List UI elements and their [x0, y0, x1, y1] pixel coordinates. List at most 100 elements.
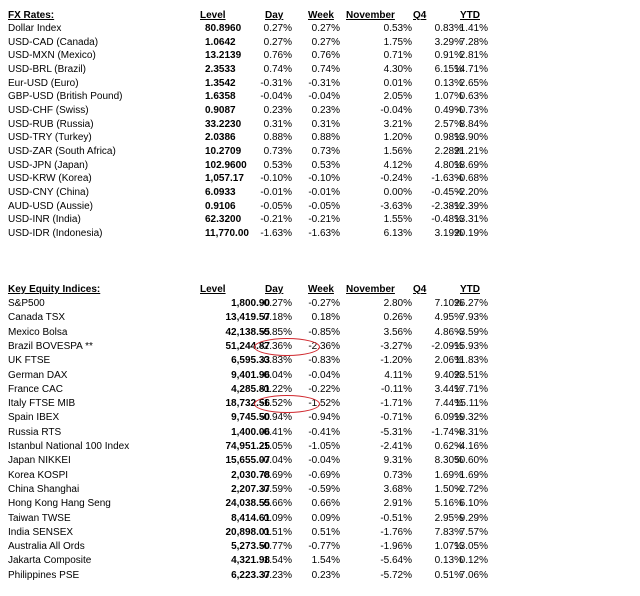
row-label: Mexico Bolsa	[8, 326, 68, 338]
percent-cell: -0.59%	[308, 483, 340, 495]
percent-cell: 0.18%	[263, 312, 292, 324]
percent-cell: 26.27%	[454, 298, 488, 309]
row-label: Philippines PSE	[8, 569, 80, 581]
column-header: YTD	[460, 284, 480, 295]
percent-cell: 0.66%	[263, 498, 292, 510]
percent-cell: 13.05%	[454, 541, 488, 553]
percent-cell: -1.05%	[260, 441, 292, 452]
level-cell: 4,321.98	[231, 555, 270, 567]
percent-cell: -0.77%	[260, 541, 292, 553]
percent-cell: -0.10%	[260, 173, 292, 185]
column-header: Level	[200, 10, 226, 21]
percent-cell: -2.36%	[308, 340, 340, 352]
column-header: Day	[265, 10, 284, 21]
percent-cell: -2.41%	[380, 441, 412, 452]
percent-cell: 0.12%	[459, 555, 488, 567]
percent-cell: 7.57%	[459, 526, 488, 538]
percent-cell: -1.63%	[431, 173, 463, 185]
percent-cell: -0.27%	[308, 298, 340, 309]
row-label: S&P500	[8, 298, 45, 309]
percent-cell: -0.01%	[260, 187, 292, 199]
percent-cell: 0.26%	[383, 312, 412, 324]
level-cell: 102.9600	[205, 159, 247, 171]
percent-cell: 3.19%	[434, 228, 463, 240]
percent-cell: 13.31%	[454, 214, 488, 226]
level-cell: 62.3200	[205, 214, 242, 226]
level-cell: 4,285.81	[231, 383, 270, 395]
percent-cell: 0.23%	[263, 105, 292, 117]
percent-cell: 9.31%	[383, 455, 412, 467]
row-label: USD-CHF (Swiss)	[8, 105, 89, 117]
percent-cell: 6.15%	[434, 64, 463, 75]
percent-cell: -5.72%	[380, 569, 412, 581]
percent-cell: 0.27%	[311, 23, 340, 34]
percent-cell: 0.73%	[263, 146, 292, 158]
percent-cell: -0.11%	[381, 383, 412, 395]
percent-cell: -3.59%	[456, 326, 488, 338]
percent-cell: 50.60%	[454, 455, 488, 467]
column-header: November	[346, 284, 395, 295]
percent-cell: -0.04%	[260, 455, 292, 467]
percent-cell: 3.44%	[434, 383, 463, 395]
percent-cell: 0.27%	[263, 36, 292, 48]
percent-cell: -3.63%	[380, 200, 412, 212]
level-cell: 15,655.07	[225, 455, 271, 467]
percent-cell: 0.09%	[263, 512, 292, 524]
percent-cell: -0.05%	[308, 200, 340, 212]
level-cell: 74,951.25	[225, 441, 271, 452]
percent-cell: -0.04%	[260, 91, 292, 103]
percent-cell: 0.51%	[263, 526, 292, 538]
row-label: Canada TSX	[8, 312, 66, 324]
percent-cell: 3.29%	[434, 36, 463, 48]
level-cell: 8,414.61	[231, 512, 270, 524]
percent-cell: 7.10%	[434, 298, 463, 309]
percent-cell: -0.22%	[308, 383, 340, 395]
percent-cell: 0.09%	[311, 512, 340, 524]
percent-cell: 1.20%	[383, 132, 412, 144]
percent-cell: 4.86%	[434, 326, 463, 338]
percent-cell: 4.95%	[434, 312, 463, 324]
percent-cell: 0.51%	[311, 526, 340, 538]
row-label: GBP-USD (British Pound)	[8, 91, 123, 103]
level-cell: 1.3542	[205, 77, 236, 89]
row-label: Australia All Ords	[8, 541, 85, 553]
percent-cell: 6.13%	[383, 228, 412, 240]
level-cell: 13,419.57	[225, 312, 271, 324]
level-cell: 6.0933	[205, 187, 236, 199]
percent-cell: -0.31%	[260, 77, 292, 89]
level-cell: 20,898.01	[225, 526, 271, 538]
percent-cell: -0.04%	[308, 369, 340, 381]
percent-cell: -1.71%	[380, 398, 412, 410]
row-label: German DAX	[8, 369, 68, 381]
percent-cell: 0.18%	[311, 312, 340, 324]
row-label: France CAC	[8, 383, 64, 395]
percent-cell: -0.68%	[456, 173, 488, 185]
percent-cell: 0.53%	[311, 159, 340, 171]
percent-cell: 1.55%	[383, 214, 412, 226]
column-header: Week	[308, 10, 334, 21]
percent-cell: -0.24%	[380, 173, 412, 185]
percent-cell: 0.27%	[263, 23, 292, 34]
row-label: USD-JPN (Japan)	[8, 159, 89, 171]
row-label: Dollar Index	[8, 23, 62, 34]
percent-cell: -8.31%	[456, 426, 488, 438]
percent-cell: 4.80%	[434, 159, 463, 171]
percent-cell: 0.27%	[311, 36, 340, 48]
level-cell: 2.0386	[205, 132, 236, 144]
level-cell: 13.2139	[205, 50, 242, 62]
row-label: India SENSEX	[8, 526, 74, 538]
percent-cell: 4.11%	[384, 369, 412, 381]
level-cell: 10.2709	[205, 146, 242, 158]
level-cell: 24,038.55	[225, 498, 271, 510]
percent-cell: 7.93%	[459, 312, 488, 324]
row-label: USD-MXN (Mexico)	[8, 50, 96, 62]
row-label: Korea KOSPI	[8, 469, 69, 481]
percent-cell: 0.91%	[434, 50, 463, 62]
percent-cell: 0.74%	[311, 64, 340, 75]
percent-cell: -0.10%	[308, 173, 340, 185]
percent-cell: 1.69%	[459, 469, 488, 481]
percent-cell: -0.04%	[308, 91, 340, 103]
percent-cell: 7.44%	[434, 398, 463, 410]
percent-cell: 7.83%	[434, 526, 463, 538]
